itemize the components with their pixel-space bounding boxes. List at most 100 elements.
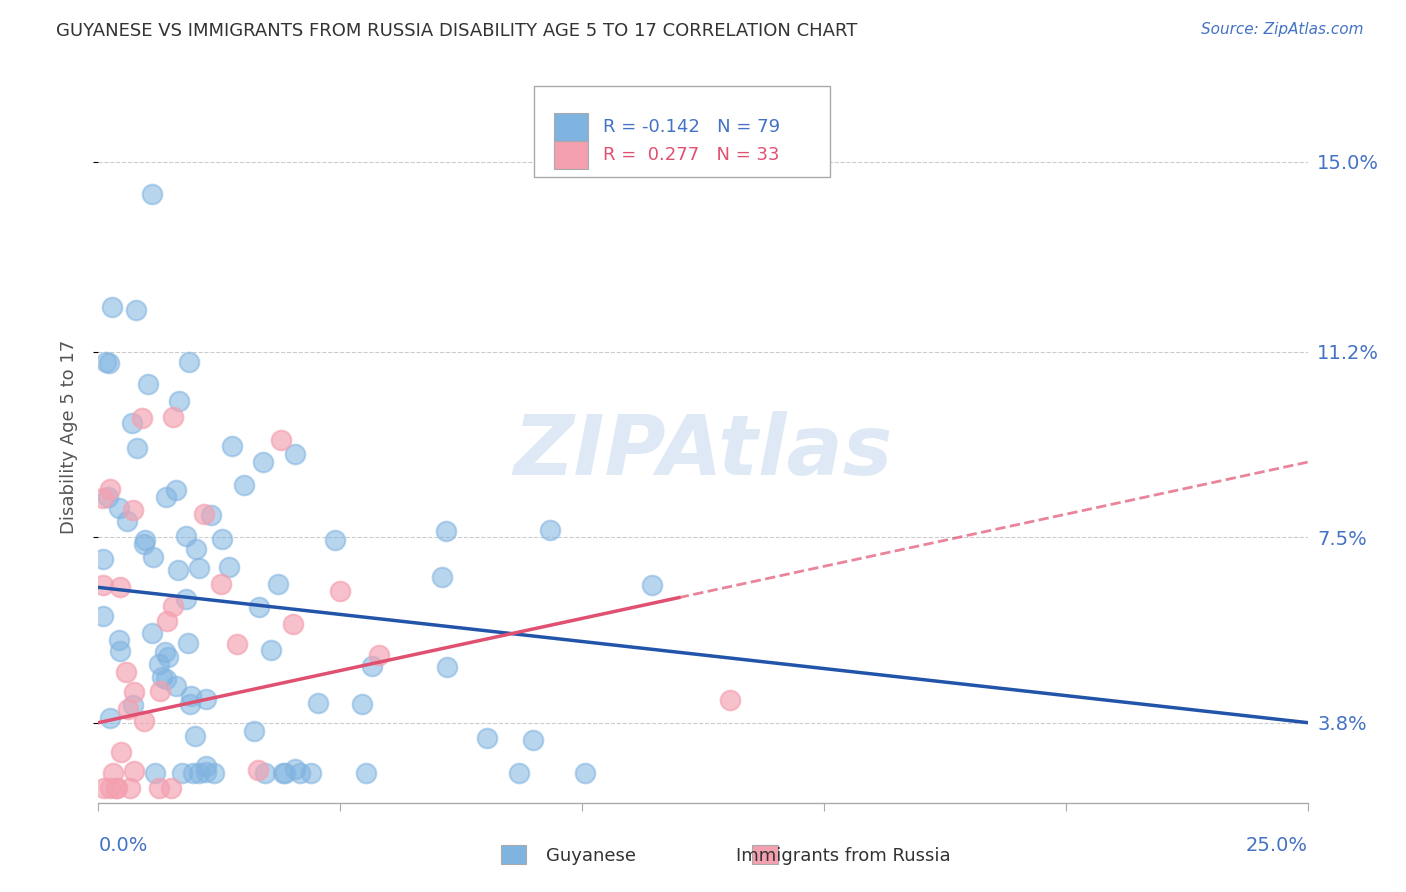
Point	[117, 702, 139, 716]
Point	[98, 780, 121, 795]
Point	[167, 393, 190, 408]
Point	[361, 659, 384, 673]
Point	[718, 693, 741, 707]
Point	[283, 762, 305, 776]
Point	[186, 542, 208, 557]
FancyBboxPatch shape	[534, 86, 830, 178]
Point	[91, 552, 114, 566]
Point	[260, 643, 283, 657]
Point	[121, 503, 143, 517]
Text: Guyanese: Guyanese	[546, 847, 636, 865]
Point	[153, 645, 176, 659]
Point	[91, 578, 114, 592]
Text: R =  0.277   N = 33: R = 0.277 N = 33	[603, 146, 779, 164]
Point	[538, 523, 561, 537]
Point	[225, 637, 247, 651]
Point	[329, 584, 352, 599]
Point	[125, 303, 148, 318]
Point	[107, 780, 129, 795]
Point	[430, 570, 453, 584]
Point	[148, 780, 170, 795]
Y-axis label: Disability Age 5 to 17: Disability Age 5 to 17	[59, 340, 77, 534]
Point	[252, 455, 274, 469]
Point	[352, 697, 374, 711]
Point	[218, 560, 240, 574]
Point	[101, 300, 124, 314]
Point	[281, 617, 304, 632]
Point	[522, 733, 544, 747]
Point	[194, 691, 217, 706]
Point	[200, 508, 222, 522]
Point	[254, 765, 277, 780]
Point	[211, 532, 233, 546]
Point	[323, 533, 346, 547]
Text: GUYANESE VS IMMIGRANTS FROM RUSSIA DISABILITY AGE 5 TO 17 CORRELATION CHART: GUYANESE VS IMMIGRANTS FROM RUSSIA DISAB…	[56, 22, 858, 40]
Point	[274, 765, 297, 780]
Point	[271, 765, 294, 780]
Point	[143, 765, 166, 780]
Point	[195, 758, 218, 772]
Point	[176, 636, 198, 650]
Point	[188, 765, 211, 780]
Point	[108, 501, 131, 516]
Point	[121, 416, 143, 430]
Point	[288, 765, 311, 780]
Point	[118, 780, 141, 795]
Point	[148, 657, 170, 672]
Text: 0.0%: 0.0%	[98, 836, 148, 855]
Point	[156, 649, 179, 664]
Point	[508, 765, 530, 780]
Point	[155, 673, 177, 687]
Point	[132, 537, 155, 551]
Point	[475, 731, 498, 745]
Point	[299, 765, 322, 780]
Point	[141, 187, 163, 202]
FancyBboxPatch shape	[554, 141, 588, 169]
Point	[122, 698, 145, 712]
Point	[209, 577, 232, 591]
Point	[98, 355, 121, 369]
Point	[267, 577, 290, 591]
Point	[193, 507, 215, 521]
Text: R = -0.142   N = 79: R = -0.142 N = 79	[603, 118, 780, 136]
Point	[574, 765, 596, 780]
Point	[122, 764, 145, 779]
Point	[132, 714, 155, 728]
Point	[98, 711, 121, 725]
Point	[184, 729, 207, 743]
Point	[165, 483, 187, 497]
Point	[221, 439, 243, 453]
Point	[354, 765, 377, 780]
Point	[134, 533, 156, 548]
Point	[108, 644, 131, 658]
Point	[150, 670, 173, 684]
Point	[149, 684, 172, 698]
Point	[136, 376, 159, 391]
Point	[122, 685, 145, 699]
Text: Immigrants from Russia: Immigrants from Russia	[737, 847, 950, 865]
Point	[188, 561, 211, 575]
Point	[246, 763, 269, 777]
Point	[172, 765, 194, 780]
Point	[179, 698, 201, 712]
Point	[174, 591, 197, 606]
Point	[284, 447, 307, 461]
FancyBboxPatch shape	[752, 845, 778, 864]
Point	[96, 355, 118, 369]
Point	[160, 780, 183, 795]
Point	[142, 550, 165, 565]
FancyBboxPatch shape	[501, 845, 526, 864]
Point	[165, 680, 187, 694]
Text: ZIPAtlas: ZIPAtlas	[513, 411, 893, 492]
Point	[368, 648, 391, 663]
Point	[181, 765, 204, 780]
Point	[174, 529, 197, 543]
Point	[91, 609, 114, 624]
FancyBboxPatch shape	[554, 112, 588, 141]
Point	[108, 580, 131, 594]
Point	[194, 765, 217, 780]
Point	[155, 490, 177, 504]
Point	[105, 780, 128, 795]
Text: Source: ZipAtlas.com: Source: ZipAtlas.com	[1201, 22, 1364, 37]
Point	[91, 491, 114, 506]
